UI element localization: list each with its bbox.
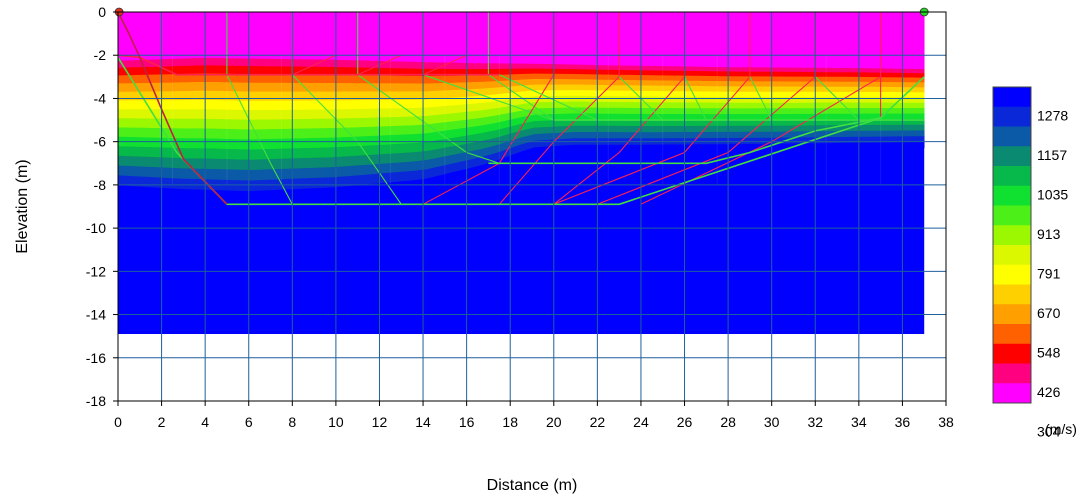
x-tick-label: 28 [720,414,736,430]
y-tick-label: -8 [94,177,107,193]
colorbar-unit: (m/s) [1045,421,1077,437]
x-tick-label: 8 [288,414,296,430]
plot-frame [117,11,947,402]
y-tick-label: 0 [98,4,106,20]
plot-body [114,7,946,401]
x-tick-label: 4 [201,414,209,430]
low-velocity-layer [118,12,925,63]
ray-path [498,12,620,205]
y-tick-label: -16 [86,350,106,366]
ray-path [553,12,751,205]
x-tick-label: 10 [328,414,344,430]
colorbar-bin [993,343,1031,364]
x-tick-label: 14 [415,414,431,430]
x-tick-label: 34 [851,414,867,430]
colorbar-label: 1157 [1037,147,1067,163]
colorbar-bin [993,146,1031,167]
colorbar-label: 791 [1037,266,1061,282]
colorbar-label: 913 [1037,226,1061,242]
colorbar: 1278 1157 1035 913 791 670 548 426 304 [992,86,1068,440]
colorbar-bin [993,383,1031,404]
colorbar-bin [993,363,1031,384]
ray-path [640,12,882,205]
colorbar-bin [993,185,1031,206]
colorbar-bin [993,284,1031,305]
refractor-layer-1 [117,54,500,76]
axes: 0 2 4 6 8 10 12 14 16 18 20 22 24 26 28 30 32 34 36 380-2-4… [86,4,954,430]
colorbar-label: 548 [1037,345,1061,361]
velocity-band [117,141,925,203]
x-tick-label: 22 [590,414,606,430]
colorbar-bin [993,225,1031,246]
colorbar-label: 426 [1037,384,1061,400]
x-tick-label: 0 [114,414,122,430]
y-tick-label: -10 [86,220,106,236]
y-axis-title: Elevation (m) [14,159,31,253]
colorbar-bin [993,304,1031,325]
colorbar-label: 304 [1037,424,1061,440]
colorbar-label: 670 [1037,305,1061,321]
y-tick-label: -14 [86,307,106,323]
x-tick-label: 32 [807,414,823,430]
x-tick-label: 18 [502,414,518,430]
y-tick-label: -12 [86,263,106,279]
y-tick-label: -18 [86,393,106,409]
x-tick-label: 12 [372,414,388,430]
colorbar-frame [992,86,1032,404]
ray-path [292,54,337,76]
x-tick-label: 26 [677,414,693,430]
x-tick-label: 2 [158,414,166,430]
y-tick-label: -2 [94,47,107,63]
colorbar-bin [993,245,1031,266]
x-tick-label: 16 [459,414,475,430]
colorbar-bin [993,106,1031,127]
ray-path [422,54,467,76]
x-axis-title: Distance (m) [487,477,578,494]
x-tick-label: 36 [895,414,911,430]
ray-path [499,74,598,121]
refractor-left-edge-red [117,11,228,205]
colorbar-label: 1035 [1037,187,1068,203]
x-tick-label: 24 [633,414,649,430]
colorbar-bin [993,264,1031,285]
refractor-layer-3 [488,117,881,165]
ray-path [357,12,500,164]
x-tick-label: 38 [938,414,954,430]
x-tick-label: 30 [764,414,780,430]
velocity-heatmap [117,11,925,335]
colorbar-label: 1278 [1037,108,1068,124]
x-tick-label: 20 [546,414,562,430]
x-tick-label: 6 [245,414,253,430]
y-tick-label: -6 [94,134,107,150]
colorbar-bin [993,126,1031,147]
colorbar-bin [993,87,1031,108]
colorbar-bin [993,166,1031,187]
y-tick-label: -4 [94,90,107,106]
colorbar-bin [993,205,1031,226]
colorbar-bin [993,324,1031,345]
